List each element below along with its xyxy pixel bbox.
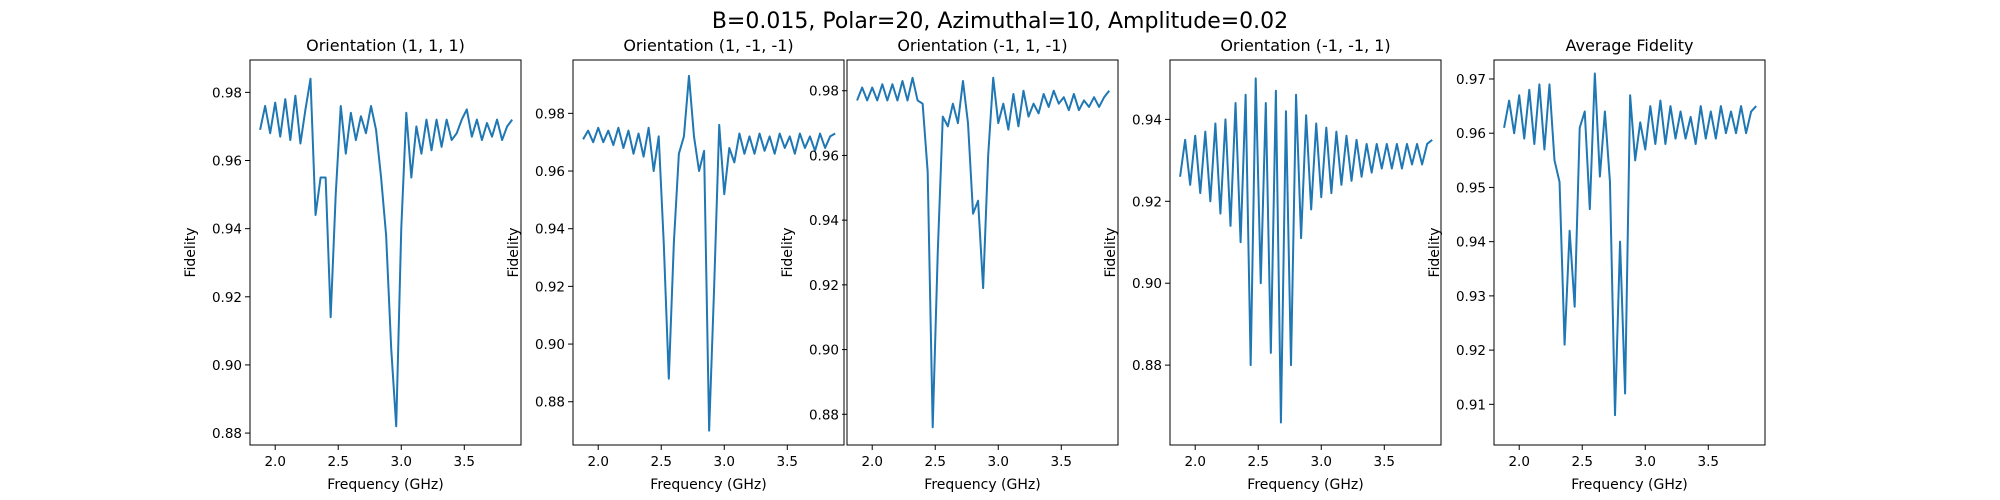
subplot-grid: 2.0 2.5 3.0 3.5 0.88 0.90 0.92 0.94 0.96 0.98 Orie… [183, 36, 1766, 493]
axes-frame [1493, 59, 1766, 446]
x-tick-label: 3.5 [1051, 454, 1072, 470]
x-tick-label: 3.5 [1698, 454, 1719, 470]
x-tick-label: 2.5 [924, 454, 945, 470]
subplot-3: 2.0 2.5 3.0 3.5 0.88 0.90 0.92 0.94 0.96 0.98 Orie… [780, 36, 1119, 493]
y-tick-label: 0.94 [212, 222, 242, 238]
axes-frame [1169, 59, 1442, 446]
y-axis-label: Fidelity [780, 228, 796, 278]
x-tick-label: 2.5 [650, 454, 671, 470]
x-tick-label: 3.0 [1635, 454, 1656, 470]
x-tick-label: 2.0 [1508, 454, 1529, 470]
subplot-5: 2.0 2.5 3.0 3.5 0.91 0.92 0.93 0.94 0.95 0.96 0.97… [1427, 36, 1766, 493]
x-tick-label: 3.0 [714, 454, 735, 470]
y-tick-label: 0.98 [535, 106, 565, 122]
y-tick-label: 0.96 [212, 154, 242, 170]
series-line [582, 74, 836, 432]
y-axis-label: Fidelity [183, 228, 199, 278]
y-tick-label: 0.96 [809, 148, 839, 164]
y-tick-label: 0.94 [535, 222, 565, 238]
series-line [856, 76, 1110, 429]
y-tick-label: 0.97 [1456, 72, 1486, 88]
y-tick-label: 0.98 [809, 84, 839, 100]
y-tick-label: 0.94 [1132, 112, 1162, 128]
y-tick-label: 0.91 [1456, 397, 1486, 413]
x-axis-label: Frequency (GHz) [924, 477, 1040, 493]
subplot-title: Average Fidelity [1566, 36, 1694, 55]
x-tick-label: 2.0 [861, 454, 882, 470]
y-tick-label: 0.90 [809, 343, 839, 359]
x-tick-label: 3.0 [391, 454, 412, 470]
x-tick-label: 2.5 [327, 454, 348, 470]
y-tick-label: 0.95 [1456, 180, 1486, 196]
y-tick-label: 0.96 [1456, 126, 1486, 142]
subplot-title: Orientation (-1, 1, -1) [897, 36, 1067, 55]
series-line [1503, 72, 1757, 417]
y-tick-label: 0.98 [212, 85, 242, 101]
y-axis-label: Fidelity [506, 228, 522, 278]
subplot-title: Orientation (-1, -1, 1) [1220, 36, 1390, 55]
figure-title: B=0.015, Polar=20, Azimuthal=10, Amplitu… [712, 9, 1288, 34]
y-tick-label: 0.88 [1132, 358, 1162, 374]
y-tick-label: 0.94 [1456, 235, 1486, 251]
y-tick-label: 0.92 [809, 278, 839, 294]
x-axis-label: Frequency (GHz) [327, 477, 443, 493]
y-tick-label: 0.88 [535, 395, 565, 411]
y-tick-label: 0.93 [1456, 289, 1486, 305]
subplot-2: 2.0 2.5 3.0 3.5 0.88 0.90 0.92 0.94 0.96 0.98 Orie… [506, 36, 845, 493]
x-axis-label: Frequency (GHz) [1247, 477, 1363, 493]
y-tick-label: 0.88 [212, 426, 242, 442]
series-line [1179, 77, 1433, 424]
axes-frame [572, 59, 845, 446]
x-tick-label: 2.5 [1247, 454, 1268, 470]
y-tick-label: 0.90 [212, 358, 242, 374]
y-tick-label: 0.90 [1132, 276, 1162, 292]
series-line [259, 77, 513, 428]
x-axis-label: Frequency (GHz) [650, 477, 766, 493]
y-axis-label: Fidelity [1103, 228, 1119, 278]
subplot-title: Orientation (1, -1, -1) [623, 36, 793, 55]
y-tick-label: 0.88 [809, 407, 839, 423]
y-tick-label: 0.92 [535, 279, 565, 295]
x-tick-label: 2.0 [587, 454, 608, 470]
y-tick-label: 0.96 [535, 164, 565, 180]
y-tick-label: 0.92 [1456, 343, 1486, 359]
x-tick-label: 2.0 [1184, 454, 1205, 470]
subplot-title: Orientation (1, 1, 1) [306, 36, 465, 55]
axes-frame [846, 59, 1119, 446]
x-tick-label: 3.5 [454, 454, 475, 470]
x-tick-label: 3.5 [1374, 454, 1395, 470]
x-tick-label: 2.5 [1571, 454, 1592, 470]
axes-frame [249, 59, 522, 446]
y-tick-label: 0.92 [212, 290, 242, 306]
y-tick-label: 0.94 [809, 213, 839, 229]
x-tick-label: 3.0 [1311, 454, 1332, 470]
x-tick-label: 2.0 [264, 454, 285, 470]
subplot-4: 2.0 2.5 3.0 3.5 0.88 0.90 0.92 0.94 Orientation … [1103, 36, 1442, 493]
y-tick-label: 0.92 [1132, 194, 1162, 210]
y-tick-label: 0.90 [535, 337, 565, 353]
x-axis-label: Frequency (GHz) [1571, 477, 1687, 493]
subplot-1: 2.0 2.5 3.0 3.5 0.88 0.90 0.92 0.94 0.96 0.98 Orie… [183, 36, 522, 493]
x-tick-label: 3.0 [988, 454, 1009, 470]
x-tick-label: 3.5 [777, 454, 798, 470]
y-axis-label: Fidelity [1427, 228, 1443, 278]
